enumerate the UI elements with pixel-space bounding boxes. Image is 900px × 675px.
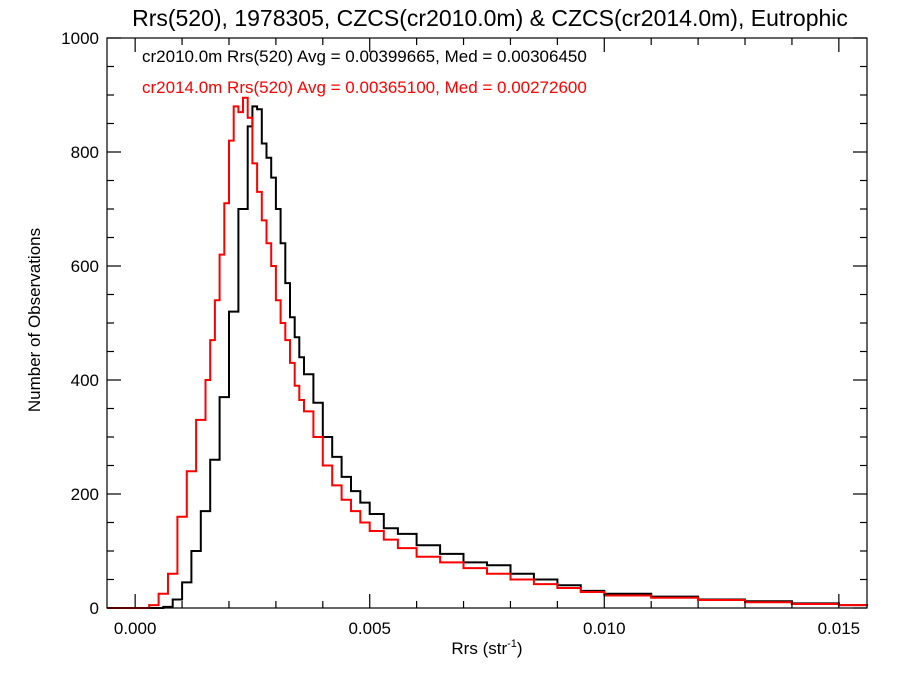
y-tick-label: 1000 xyxy=(61,29,99,48)
y-tick-label: 200 xyxy=(71,485,99,504)
x-tick-label: 0.010 xyxy=(583,619,626,638)
plot-frame xyxy=(106,37,868,609)
y-tick-label: 600 xyxy=(71,257,99,276)
x-tick-label: 0.000 xyxy=(114,619,157,638)
x-axis-label: Rrs (str-1) xyxy=(451,638,522,658)
x-axis-label-sup: -1 xyxy=(507,638,517,650)
y-axis-label: Number of Observations xyxy=(25,228,44,412)
y-tick-label: 0 xyxy=(90,599,99,618)
y-tick-label: 800 xyxy=(71,143,99,162)
y-tick-label: 400 xyxy=(71,371,99,390)
series-layer xyxy=(107,96,868,609)
chart-title: Rrs(520), 1978305, CZCS(cr2010.0m) & CZC… xyxy=(132,5,848,31)
x-tick-label: 0.015 xyxy=(818,619,861,638)
legend-entry-cr2010: cr2010.0m Rrs(520) Avg = 0.00399665, Med… xyxy=(142,47,587,66)
x-axis-label-close: ) xyxy=(517,639,523,658)
series-line-cr2014.0m xyxy=(107,96,868,609)
series-line-cr2010.0m xyxy=(107,105,868,609)
x-axis-label-main: Rrs (str xyxy=(451,639,507,658)
x-tick-label: 0.005 xyxy=(348,619,391,638)
ticks-layer: 0.000 0.005 0.010 0.015 0 200 400 600 800 1000 xyxy=(61,29,867,638)
legend-entry-cr2014: cr2014.0m Rrs(520) Avg = 0.00365100, Med… xyxy=(142,78,587,97)
